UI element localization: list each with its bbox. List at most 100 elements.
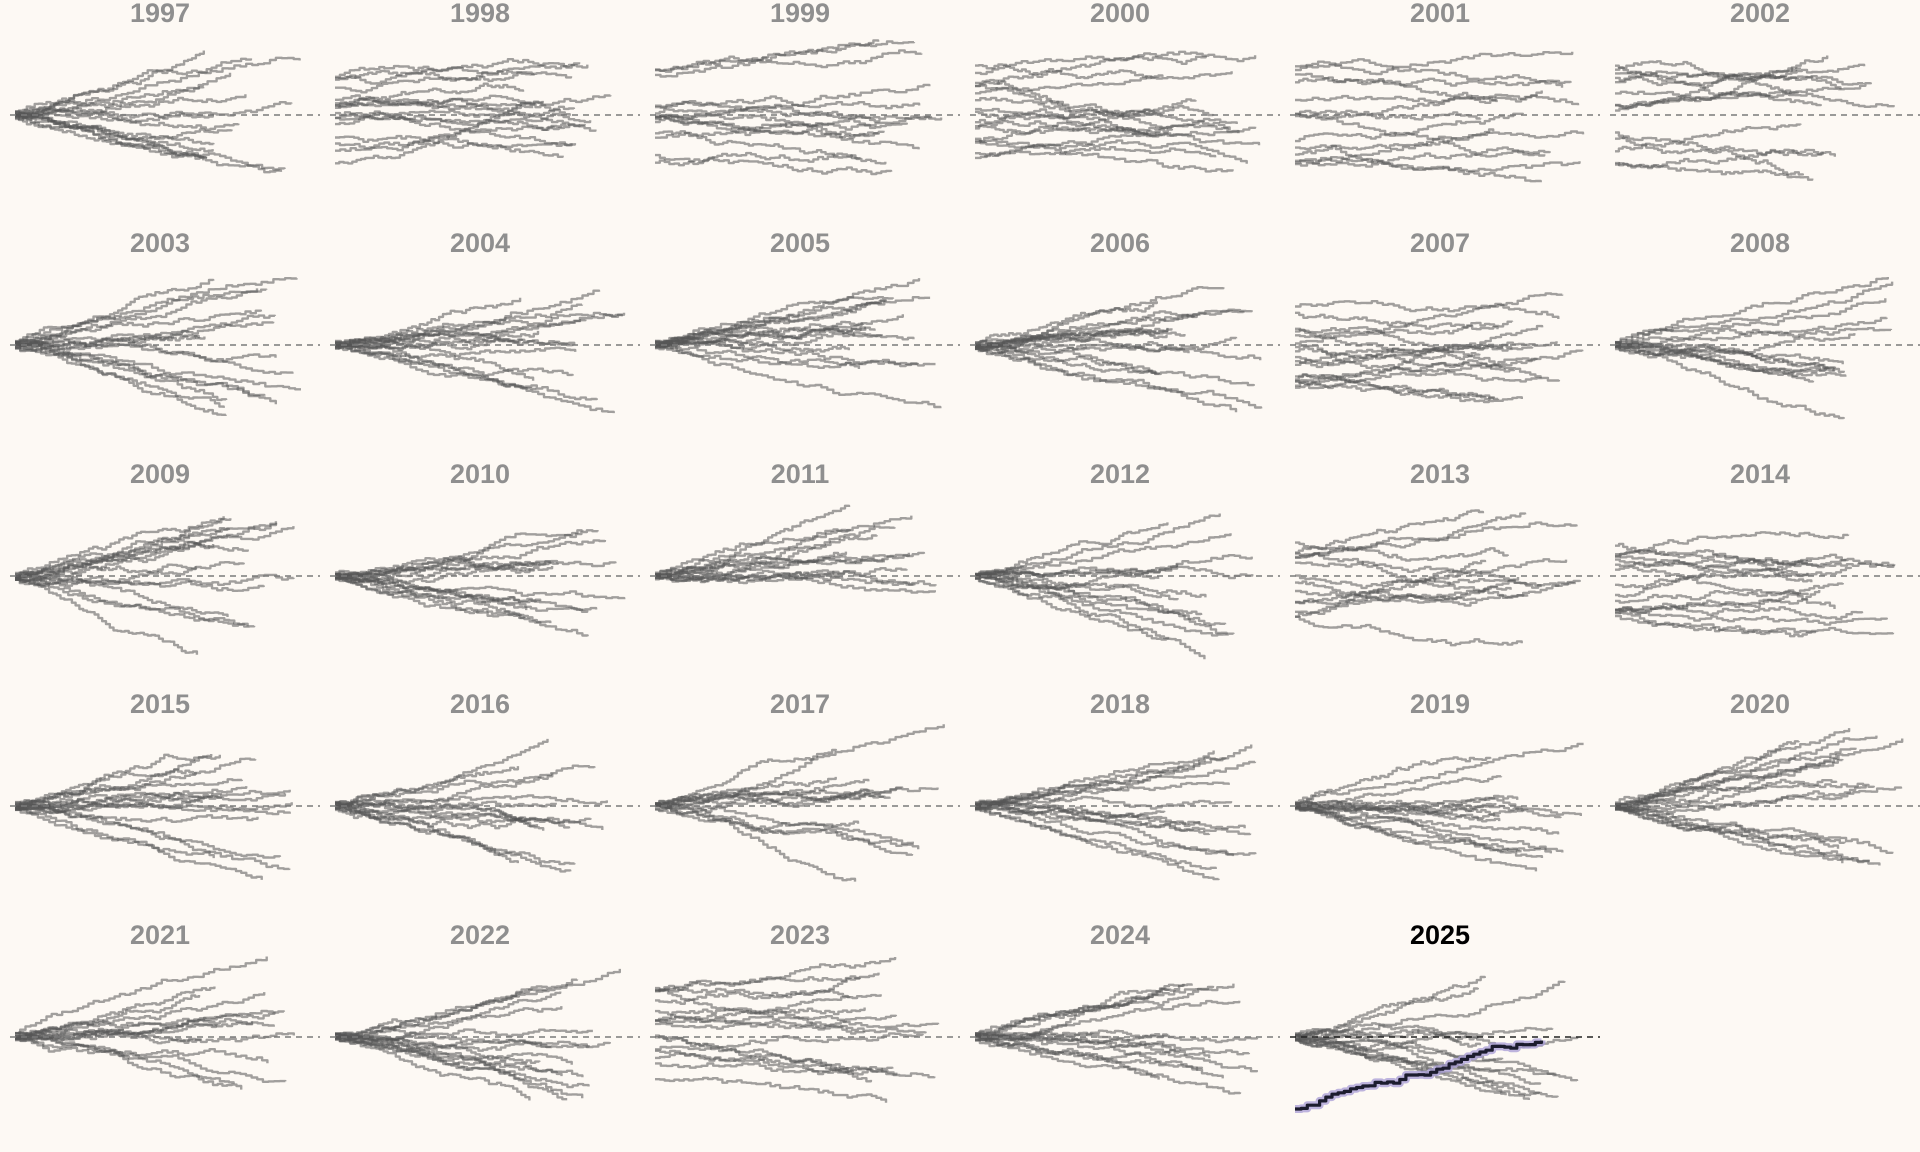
- trace-line: [655, 802, 914, 857]
- trace-line: [335, 991, 562, 1040]
- panel-title: 2014: [1730, 459, 1790, 489]
- trace-line: [15, 573, 295, 586]
- trace-line: [975, 807, 1217, 871]
- trace-line: [655, 787, 903, 813]
- trace-line: [335, 339, 577, 358]
- trace-line: [1295, 341, 1558, 369]
- trace-line: [1295, 615, 1523, 647]
- trace-line: [1295, 742, 1584, 805]
- trace-line: [655, 984, 882, 999]
- trace-line: [15, 108, 240, 131]
- trace-line: [1615, 135, 1836, 157]
- trace-line: [1295, 72, 1564, 88]
- trace-group: [1615, 728, 1904, 866]
- trace-line: [335, 69, 536, 83]
- trace-line: [1295, 311, 1499, 331]
- trace-line: [975, 139, 1248, 164]
- trace-line: [975, 71, 1233, 95]
- trace-line: [975, 571, 1203, 615]
- trace-group: [335, 289, 626, 414]
- panel-title: 2001: [1410, 0, 1470, 28]
- trace-line: [15, 279, 215, 343]
- trace-line: [15, 806, 263, 881]
- trace-line: [335, 100, 597, 132]
- trace-line: [655, 151, 887, 167]
- trace-line: [1295, 509, 1485, 554]
- trace-line: [15, 334, 206, 352]
- trace-group: [15, 277, 301, 417]
- trace-line: [335, 139, 573, 150]
- trace-line: [15, 1034, 243, 1090]
- trace-line: [15, 526, 230, 581]
- trace-line: [1295, 541, 1509, 562]
- panel-title: 2021: [130, 920, 190, 950]
- trace-group: [1295, 975, 1579, 1100]
- trace-line: [1295, 130, 1585, 167]
- trace-line: [655, 153, 893, 176]
- panel-2005: 2005: [650, 228, 960, 409]
- trace-line: [15, 778, 244, 805]
- trace-line: [15, 1023, 218, 1037]
- trace-line: [1615, 341, 1835, 372]
- panel-title: 2002: [1730, 0, 1790, 28]
- panel-title: 2004: [450, 228, 510, 258]
- trace-line: [15, 578, 249, 627]
- trace-line: [335, 332, 574, 347]
- trace-line: [335, 794, 608, 807]
- trace-group: [975, 50, 1261, 173]
- trace-line: [335, 1036, 573, 1065]
- trace-group: [335, 58, 612, 165]
- trace-group: [655, 39, 943, 176]
- panel-title: 2008: [1730, 228, 1790, 258]
- trace-group: [1615, 55, 1895, 181]
- trace-line: [1295, 521, 1578, 559]
- panel-2001: 2001: [1290, 0, 1600, 183]
- trace-line: [1295, 146, 1546, 164]
- panel-title: 2013: [1410, 459, 1470, 489]
- trace-line: [975, 328, 1169, 349]
- trace-line: [1295, 1026, 1554, 1038]
- panel-2013: 2013: [1290, 459, 1600, 647]
- trace-line: [1615, 738, 1904, 808]
- trace-line: [655, 113, 920, 150]
- trace-line: [15, 754, 213, 810]
- trace-line: [1615, 131, 1804, 176]
- trace-line: [655, 972, 880, 993]
- panel-title: 2015: [130, 689, 190, 719]
- trace-group: [335, 968, 621, 1101]
- trace-line: [975, 756, 1227, 809]
- trace-line: [1615, 70, 1865, 86]
- panel-2008: 2008: [1610, 228, 1920, 420]
- panel-title: 2024: [1090, 920, 1150, 950]
- trace-line: [1615, 589, 1821, 612]
- trace-line: [655, 1051, 894, 1076]
- trace-line: [335, 764, 596, 805]
- trace-line: [1295, 112, 1524, 143]
- trace-line: [1295, 1033, 1530, 1100]
- trace-line: [655, 95, 921, 110]
- panel-title: 1997: [130, 0, 190, 28]
- panel-2018: 2018: [970, 689, 1280, 881]
- panel-2020: 2020: [1610, 689, 1920, 866]
- trace-line: [1615, 747, 1857, 806]
- trace-line: [335, 105, 576, 119]
- trace-line: [15, 86, 205, 121]
- trace-line: [1295, 292, 1564, 345]
- trace-line: [335, 303, 584, 350]
- panel-title: 2006: [1090, 228, 1150, 258]
- panel-title: 2016: [450, 689, 510, 719]
- trace-line: [1295, 144, 1542, 183]
- trace-group: [1615, 530, 1896, 638]
- panel-title: 2020: [1730, 689, 1790, 719]
- panel-title: 2005: [770, 228, 830, 258]
- trace-line: [1615, 530, 1850, 558]
- trace-line: [1295, 128, 1495, 156]
- panel-2016: 2016: [330, 689, 640, 873]
- panel-title: 2007: [1410, 228, 1470, 258]
- trace-group: [655, 724, 945, 882]
- panel-title: 1999: [770, 0, 830, 28]
- trace-line: [655, 108, 881, 123]
- panel-2003: 2003: [10, 228, 320, 417]
- panel-title: 2023: [770, 920, 830, 950]
- trace-line: [335, 289, 601, 350]
